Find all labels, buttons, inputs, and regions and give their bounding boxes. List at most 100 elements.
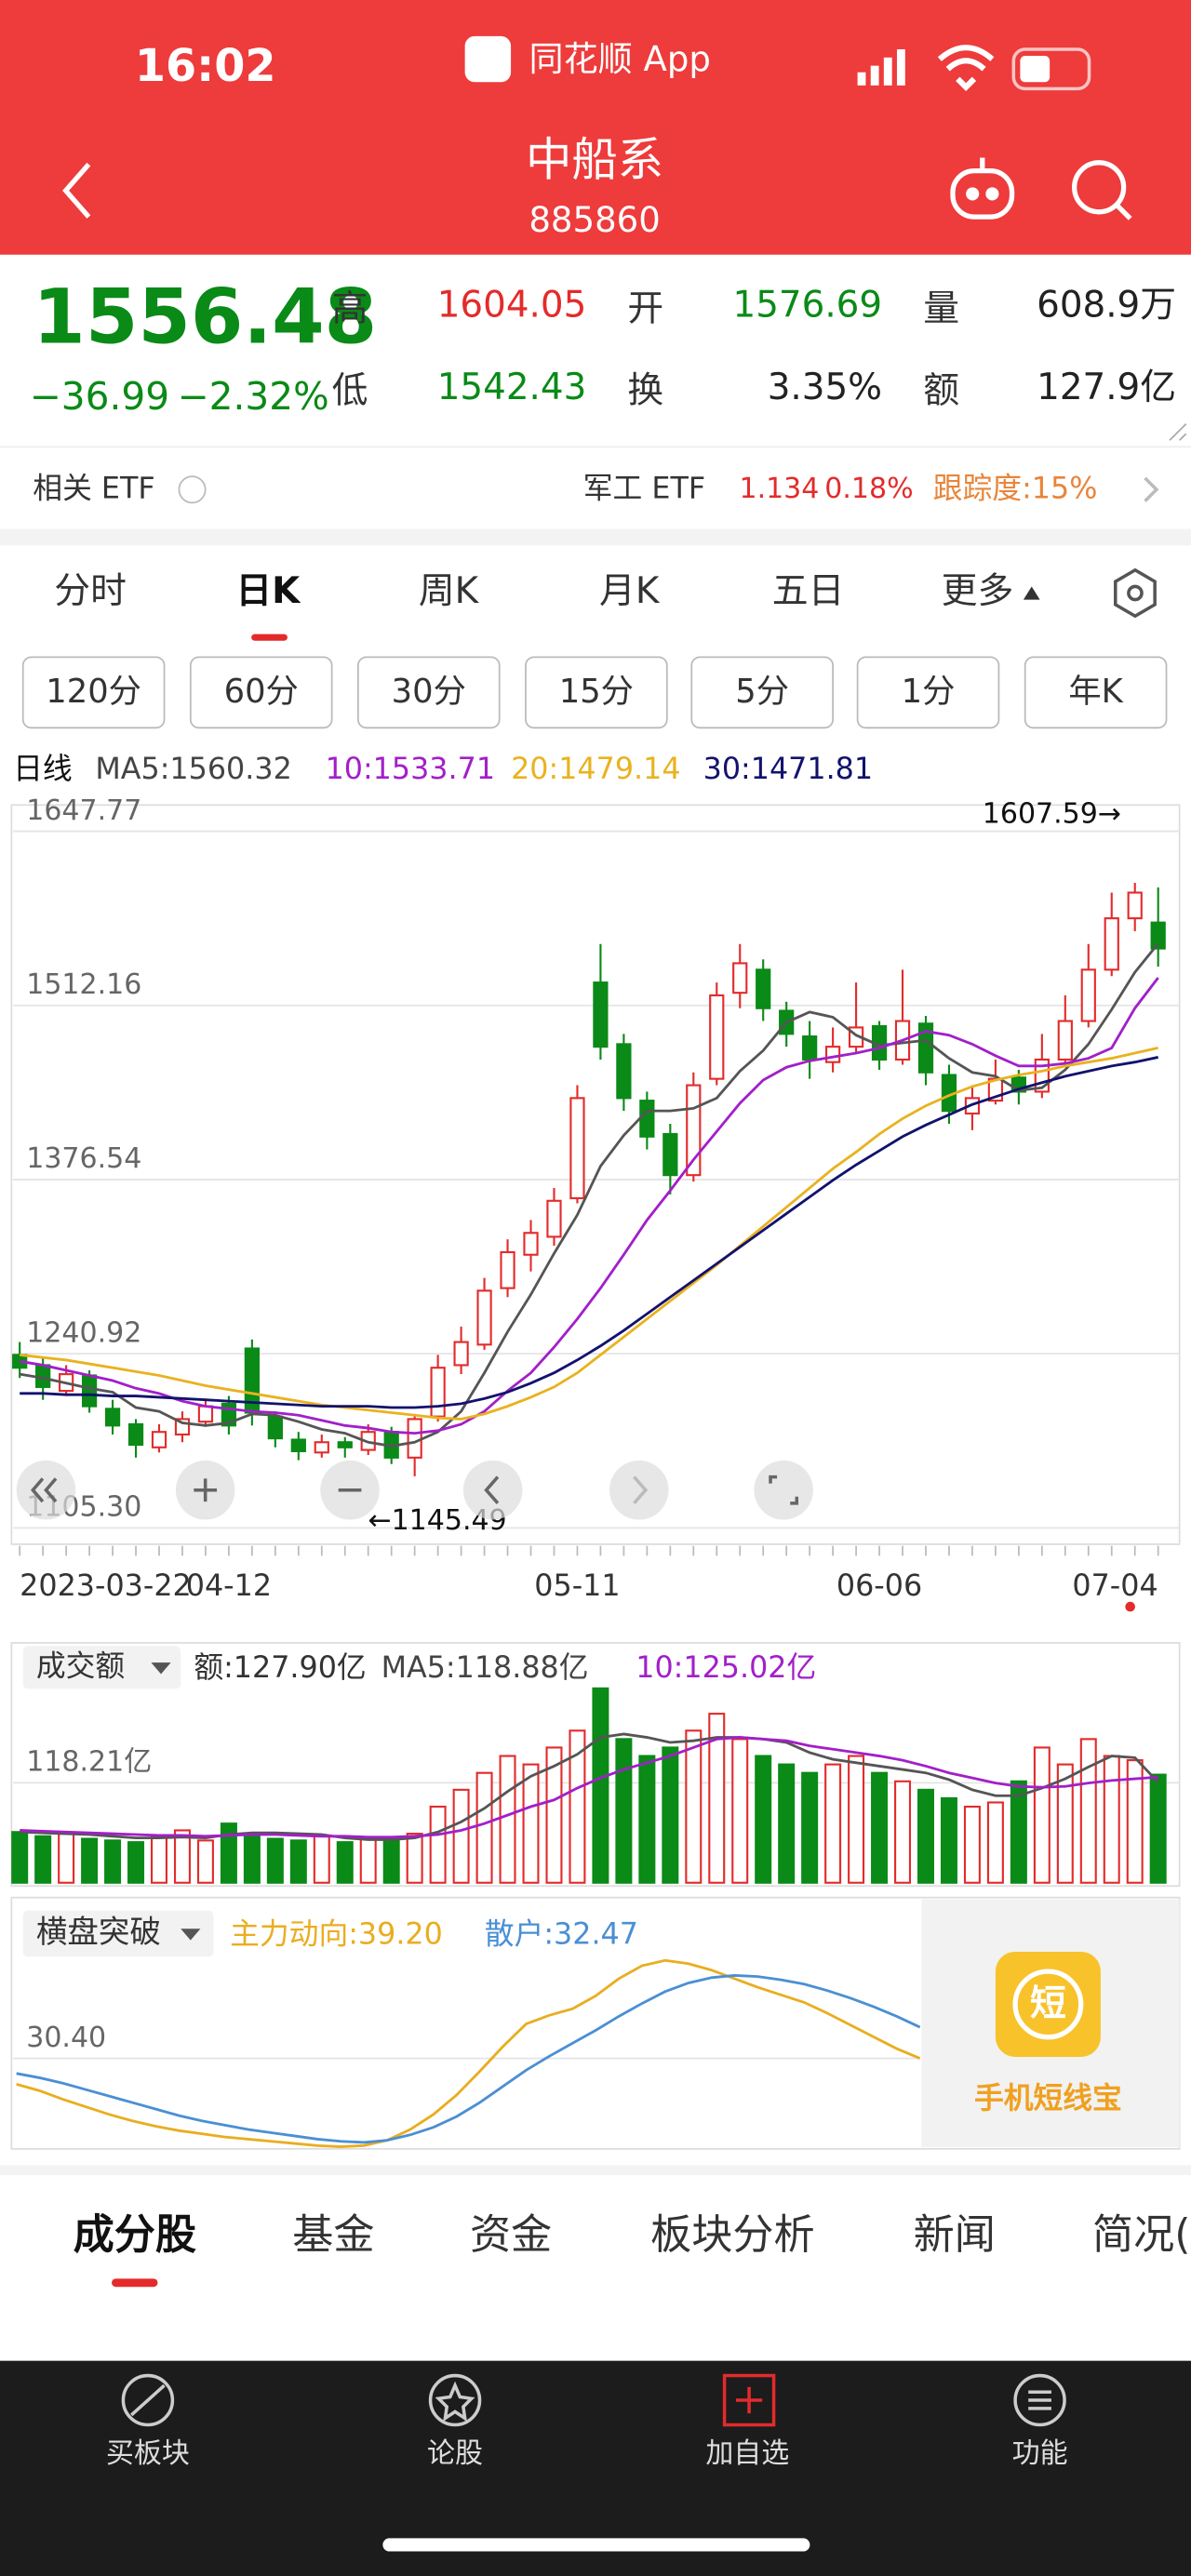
nav-labels: 买板块 论股 加自选 功能 <box>106 2437 1068 2470</box>
y-tick-label: 1647.77 <box>26 794 141 827</box>
battery-level <box>1020 56 1050 83</box>
indicator-selector-label: 横盘突破 <box>36 1914 161 1950</box>
interval-button[interactable] <box>856 656 1000 729</box>
volume-bar <box>313 1835 330 1884</box>
indicator-selector[interactable] <box>22 1910 214 1957</box>
x-tick-label: 2023-03-22 <box>20 1569 192 1603</box>
candle-body <box>197 1405 214 1423</box>
volume-bar <box>662 1746 679 1884</box>
control-button[interactable] <box>754 1460 813 1520</box>
ad-icon-ring <box>1012 1969 1084 2040</box>
candle-body <box>732 962 748 994</box>
assistant-button[interactable] <box>950 157 1015 220</box>
volume-bar <box>1126 1759 1144 1884</box>
content-tab[interactable]: 资金 <box>470 2211 552 2259</box>
volume-bar <box>917 1788 934 1884</box>
interval-button[interactable] <box>189 656 333 729</box>
app-icon <box>464 35 512 83</box>
quote-label: 额 <box>923 370 959 412</box>
interval-button[interactable] <box>357 656 501 729</box>
control-icons <box>30 1475 799 1505</box>
nav-item[interactable]: 功能 <box>1012 2437 1068 2470</box>
x-tick-label: 04-12 <box>186 1569 272 1603</box>
volume-bar <box>731 1738 749 1884</box>
period-tab[interactable]: 周K <box>419 570 480 612</box>
candle-body <box>1080 968 1096 1022</box>
volume-panel <box>10 1642 1181 1888</box>
period-tab[interactable]: 五日 <box>772 570 845 612</box>
content-tab[interactable]: 新闻 <box>914 2211 996 2259</box>
volume-bar <box>545 1746 563 1884</box>
volume-bar <box>871 1771 889 1884</box>
quote-value: 608.9万 <box>1037 285 1176 327</box>
candle-body <box>314 1441 329 1454</box>
volume-bar <box>243 1833 261 1884</box>
volume-bar <box>34 1835 52 1884</box>
content-tab[interactable]: 板块分析 <box>650 2211 814 2259</box>
info-icon[interactable] <box>178 475 207 504</box>
volume-bar <box>894 1780 912 1884</box>
legend-item: 30:1471.81 <box>703 753 873 786</box>
interval-button[interactable] <box>1024 656 1168 729</box>
volume-bar <box>336 1841 354 1884</box>
page-title: 中船系 <box>526 132 663 186</box>
date-marker <box>1125 1601 1135 1612</box>
volume-bar <box>58 1833 75 1884</box>
volume-bar <box>452 1788 470 1884</box>
candle-body <box>81 1374 98 1408</box>
nav-item[interactable]: 加自选 <box>705 2437 789 2470</box>
legend-item: MA5:1560.32 <box>95 753 291 786</box>
volume-ma: MA5:118.88亿 <box>381 1651 589 1685</box>
period-tab[interactable]: 更多 <box>942 570 1014 612</box>
candle-body <box>917 1022 934 1074</box>
charts: 1647.771512.161376.541240.921105.302023-… <box>11 794 1180 2148</box>
interval-button[interactable] <box>690 656 834 729</box>
quote-label: 高 <box>332 287 368 329</box>
indicator-value: 主力动向:39.20 <box>230 1917 443 1951</box>
y-tick-label: 118.21亿 <box>26 1746 152 1779</box>
candle-body <box>430 1367 446 1418</box>
period-tab[interactable]: 月K <box>599 570 661 612</box>
nav-item[interactable]: 买板块 <box>106 2437 190 2470</box>
period-tab[interactable]: 日K <box>235 570 301 612</box>
legend-item: 20:1479.14 <box>511 753 680 786</box>
volume-bar <box>824 1763 842 1884</box>
back-button[interactable] <box>62 162 91 219</box>
settings-button[interactable] <box>1114 567 1157 619</box>
content-tab[interactable]: 简况( <box>1092 2211 1190 2259</box>
volume-bar <box>685 1729 703 1884</box>
volume-bar <box>1010 1780 1027 1884</box>
candle-body <box>569 1097 585 1200</box>
content-tab[interactable]: 基金 <box>292 2211 374 2259</box>
etf-link[interactable]: 军工 ETF 1.134 0.18% 跟踪度:15% <box>583 472 1159 505</box>
volume-bar <box>940 1796 957 1884</box>
quote-value: 127.9亿 <box>1037 367 1176 408</box>
volume-bar <box>406 1833 423 1884</box>
period-tab[interactable]: 分时 <box>54 570 127 612</box>
control-button[interactable] <box>609 1460 669 1520</box>
stock-code: 885860 <box>529 200 661 240</box>
ad-icon-text: 短 <box>1030 1983 1066 2025</box>
candle-body <box>104 1408 121 1427</box>
ad-icon <box>995 1951 1101 2057</box>
indicator-value: 散户:32.47 <box>485 1917 638 1951</box>
interval-button[interactable] <box>21 656 166 729</box>
volume-bar <box>1103 1755 1120 1884</box>
volume-bar <box>220 1822 237 1884</box>
content-tab[interactable]: 成分股 <box>74 2211 196 2259</box>
interval-label: 5分 <box>735 673 789 711</box>
candle-body <box>756 968 771 1009</box>
interval-label: 1分 <box>902 673 956 711</box>
search-button[interactable] <box>1072 160 1132 220</box>
control-button[interactable] <box>462 1460 523 1520</box>
volume-selector[interactable] <box>22 1646 181 1689</box>
candle-body <box>523 1232 539 1256</box>
volume-bar <box>289 1839 307 1884</box>
ad-text: 手机短线宝 <box>974 2081 1122 2116</box>
candle-body <box>453 1341 469 1367</box>
interval-button[interactable] <box>525 656 668 729</box>
candle-body <box>1127 891 1143 920</box>
nav-item[interactable]: 论股 <box>427 2437 483 2470</box>
candle-body <box>546 1199 562 1238</box>
